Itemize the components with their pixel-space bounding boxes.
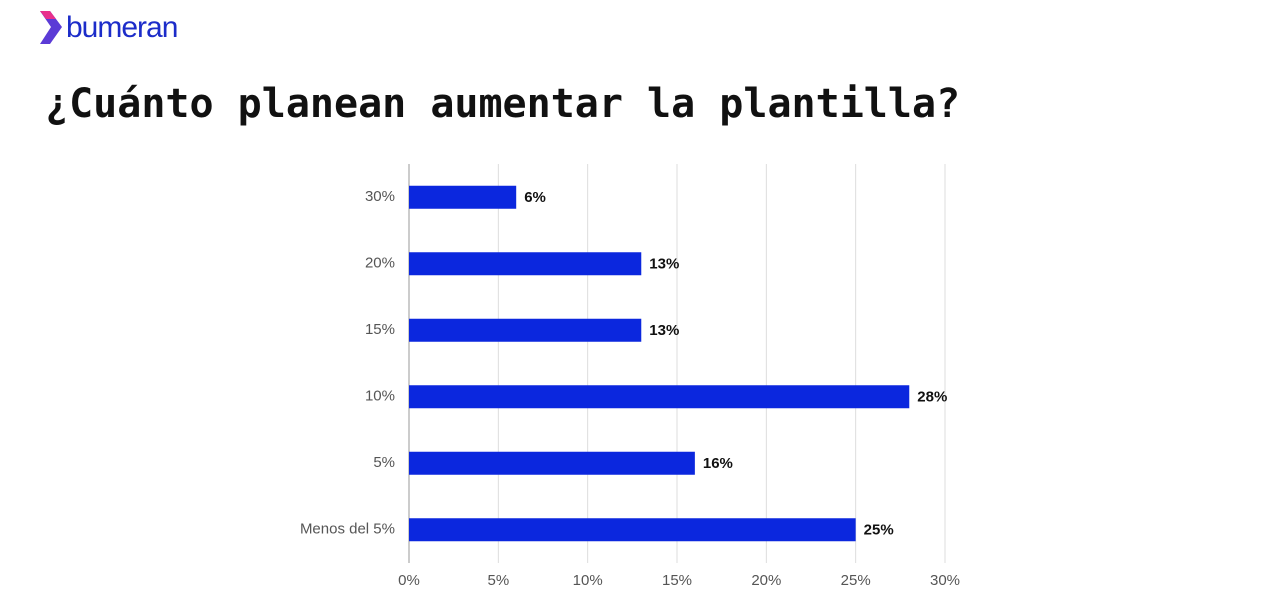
x-tick-label: 30% [930, 572, 960, 589]
y-tick-label: 5% [373, 454, 395, 471]
y-tick-label: 30% [365, 188, 395, 205]
x-tick-label: 10% [573, 572, 603, 589]
data-label: 13% [649, 322, 679, 339]
y-tick-label: Menos del 5% [300, 521, 395, 538]
bar [409, 185, 517, 209]
data-label: 6% [524, 189, 546, 206]
logo-mark [40, 11, 62, 44]
bar [409, 252, 642, 276]
data-label: 25% [864, 522, 894, 539]
data-label: 13% [649, 256, 679, 273]
data-label: 16% [703, 455, 733, 472]
y-tick-label: 15% [365, 321, 395, 338]
x-tick-label: 15% [662, 572, 692, 589]
bar [409, 318, 642, 342]
data-label: 28% [917, 389, 947, 406]
y-tick-label: 10% [365, 388, 395, 405]
bar [409, 385, 910, 409]
chart-title: ¿Cuánto planean aumentar la plantilla? [45, 81, 960, 127]
y-tick-label: 20% [365, 255, 395, 272]
logo: bumeran [66, 11, 177, 44]
x-tick-label: 25% [841, 572, 871, 589]
bar [409, 518, 856, 542]
x-tick-label: 0% [398, 572, 420, 589]
logo-mark-accent [40, 11, 56, 19]
bar [409, 451, 695, 475]
x-tick-label: 20% [751, 572, 781, 589]
x-tick-label: 5% [487, 572, 509, 589]
